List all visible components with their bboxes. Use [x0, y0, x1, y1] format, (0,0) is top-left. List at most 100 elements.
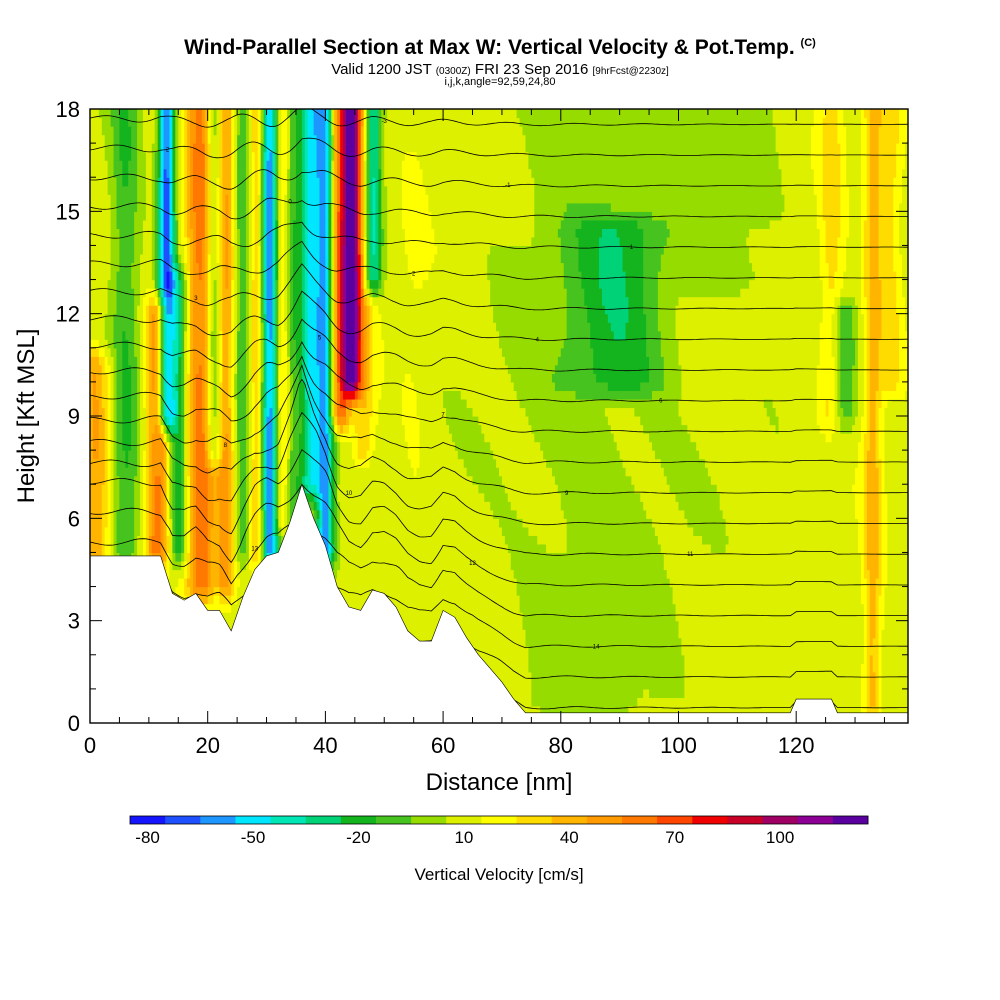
velocity-cell	[90, 322, 94, 332]
velocity-cell	[172, 535, 176, 545]
velocity-cell	[92, 117, 97, 127]
velocity-cell	[201, 484, 206, 494]
velocity-cell	[278, 407, 282, 417]
velocity-cell	[213, 595, 218, 605]
velocity-cell	[122, 441, 126, 451]
velocity-cell	[178, 552, 182, 562]
velocity-cell	[278, 416, 282, 426]
velocity-cell	[287, 202, 291, 212]
velocity-cell	[281, 526, 285, 536]
velocity-cell	[260, 552, 265, 562]
velocity-cell	[281, 202, 285, 212]
velocity-cell	[222, 518, 226, 528]
velocity-cell	[243, 117, 247, 127]
velocity-cell	[219, 160, 224, 170]
velocity-cell	[263, 518, 268, 528]
velocity-cell	[251, 433, 256, 443]
velocity-cell	[119, 475, 123, 485]
velocity-cell	[222, 143, 226, 153]
velocity-cell	[266, 219, 271, 229]
velocity-cell	[216, 518, 221, 528]
velocity-cell	[90, 219, 94, 229]
velocity-cell	[248, 117, 253, 127]
velocity-cell	[192, 398, 197, 409]
velocity-cell	[157, 143, 162, 153]
velocity-cell	[234, 552, 238, 562]
velocity-cell	[154, 330, 159, 340]
velocity-cell	[243, 245, 247, 255]
velocity-cell	[92, 450, 97, 460]
velocity-cell	[140, 492, 144, 502]
velocity-cell	[201, 211, 206, 221]
velocity-cell	[237, 126, 241, 136]
velocity-cell	[216, 543, 221, 554]
velocity-cell	[234, 398, 238, 409]
velocity-cell	[172, 560, 176, 571]
velocity-cell	[198, 262, 203, 272]
velocity-cell	[184, 160, 188, 170]
velocity-cell	[137, 509, 141, 519]
velocity-cell	[207, 109, 212, 119]
velocity-cell	[269, 526, 274, 536]
velocity-cell	[145, 339, 150, 349]
velocity-cell	[251, 160, 256, 170]
velocity-cell	[190, 211, 194, 221]
velocity-cell	[119, 416, 123, 426]
velocity-cell	[131, 305, 135, 315]
velocity-cell	[154, 416, 159, 426]
velocity-cell	[284, 433, 288, 443]
velocity-cell	[128, 339, 132, 349]
velocity-cell	[192, 407, 197, 417]
velocity-cell	[169, 296, 173, 306]
velocity-cell	[257, 109, 262, 119]
velocity-cell	[172, 347, 176, 357]
velocity-cell	[222, 160, 226, 170]
velocity-cell	[113, 126, 118, 136]
velocity-cell	[284, 296, 288, 306]
velocity-cell	[248, 253, 253, 264]
velocity-cell	[110, 168, 115, 178]
velocity-cell	[204, 202, 209, 212]
velocity-cell	[169, 313, 173, 323]
velocity-cell	[207, 185, 212, 195]
velocity-cell	[257, 194, 262, 204]
velocity-cell	[272, 416, 276, 426]
velocity-cell	[110, 484, 115, 494]
velocity-cell	[140, 245, 144, 255]
velocity-cell	[234, 526, 238, 536]
velocity-cell	[219, 398, 224, 409]
velocity-cell	[207, 253, 212, 264]
velocity-cell	[222, 416, 226, 426]
velocity-cell	[125, 347, 129, 357]
velocity-cell	[231, 424, 235, 434]
velocity-cell	[240, 202, 244, 212]
velocity-cell	[284, 185, 288, 195]
velocity-cell	[95, 416, 100, 426]
velocity-cell	[251, 509, 256, 519]
velocity-cell	[198, 595, 203, 605]
velocity-cell	[251, 288, 256, 298]
velocity-cell	[142, 279, 147, 289]
velocity-cell	[140, 151, 144, 161]
velocity-cell	[213, 202, 218, 212]
velocity-cell	[213, 501, 218, 511]
velocity-cell	[110, 450, 115, 460]
velocity-cell	[160, 458, 165, 468]
velocity-cell	[210, 177, 215, 187]
velocity-cell	[104, 151, 109, 161]
velocity-cell	[101, 313, 106, 323]
velocity-cell	[257, 467, 262, 477]
velocity-cell	[195, 219, 200, 229]
velocity-cell	[284, 143, 288, 153]
velocity-cell	[222, 526, 226, 536]
velocity-cell	[254, 194, 259, 204]
velocity-cell	[142, 305, 147, 315]
velocity-cell	[137, 313, 141, 323]
velocity-cell	[263, 501, 268, 511]
velocity-cell	[210, 535, 215, 545]
velocity-cell	[95, 322, 100, 332]
velocity-cell	[113, 518, 118, 528]
velocity-cell	[201, 560, 206, 571]
velocity-cell	[251, 194, 256, 204]
velocity-cell	[154, 373, 159, 383]
